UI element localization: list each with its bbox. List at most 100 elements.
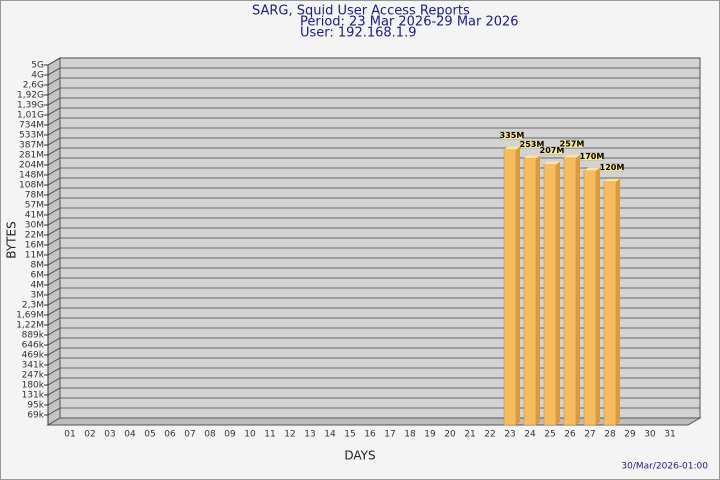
chart-subtitle: Period: 23 Mar 2026-29 Mar 2026 (300, 15, 519, 30)
y-tick-label: 247k (22, 371, 45, 381)
x-tick-label: 04 (124, 430, 136, 440)
x-tick-label: 09 (224, 430, 236, 440)
x-tick-label: 19 (424, 430, 436, 440)
y-tick-label: 2,6G (23, 81, 44, 91)
bar-side (536, 155, 540, 425)
y-tick-label: 8M (31, 261, 45, 271)
y-tick-label: 78M (25, 191, 44, 201)
bar-top (544, 161, 560, 165)
value-label: 170M (580, 152, 605, 161)
y-axis-label: BYTES (5, 221, 19, 258)
user-label: User: 192.168.1.9 (300, 26, 416, 41)
x-tick-label: 15 (344, 430, 355, 440)
grid-line (47, 57, 61, 66)
x-tick-label: 21 (464, 430, 475, 440)
x-axis-label: DAYS (344, 449, 375, 463)
y-tick-label: 734M (19, 121, 44, 131)
y-tick-label: 95k (27, 401, 44, 411)
y-tick-label: 1,69M (16, 311, 44, 321)
grid-line (47, 107, 61, 116)
x-tick-label: 11 (264, 430, 275, 440)
grid-line (47, 167, 61, 176)
bar-side (516, 146, 520, 425)
y-tick-label: 148M (19, 171, 44, 181)
grid-line (47, 247, 61, 256)
value-label-box (600, 163, 624, 172)
y-tick-label: 1,92G (17, 91, 44, 101)
grid-line (47, 387, 61, 396)
grid-line (47, 327, 61, 336)
bar (543, 164, 557, 426)
y-tick-label: 646k (22, 341, 45, 351)
x-tick-label: 22 (484, 430, 495, 440)
value-label: 253M (520, 140, 545, 149)
grid-line (47, 287, 61, 296)
x-tick-label: 24 (524, 430, 536, 440)
value-label-box (580, 152, 604, 161)
grid-line (47, 277, 61, 286)
y-tick-label: 204M (19, 161, 44, 171)
value-label-box (540, 146, 564, 155)
x-tick-label: 17 (384, 430, 395, 440)
x-tick-label: 28 (604, 430, 616, 440)
grid-line (47, 297, 61, 306)
footer: 30/Mar/2026-01:00 (621, 462, 708, 472)
x-tick-label: 30 (644, 430, 656, 440)
bar-side (596, 167, 600, 425)
grid-line (47, 217, 61, 226)
bar-side (616, 178, 620, 425)
grid-line (47, 307, 61, 316)
grid-line (47, 97, 61, 106)
x-tick-label: 26 (564, 430, 576, 440)
y-tick-label: 341k (22, 361, 45, 371)
x-tick-label: 25 (544, 430, 555, 440)
grid-line (47, 197, 61, 206)
y-tick-label: 387M (19, 141, 44, 151)
grid-line (47, 127, 61, 136)
value-label-box (500, 131, 524, 140)
grid-line (47, 87, 61, 96)
y-tick-label: 11M (25, 251, 44, 261)
value-label: 120M (600, 163, 625, 172)
grid-line (47, 397, 61, 406)
x-tick-label: 14 (324, 430, 336, 440)
floor (46, 417, 702, 426)
y-tick-label: 4G (31, 71, 44, 81)
grid-line (47, 377, 61, 386)
x-tick-label: 23 (504, 430, 515, 440)
bar (503, 149, 517, 426)
x-tick-label: 29 (624, 430, 636, 440)
x-tick-label: 27 (584, 430, 595, 440)
grid-line (47, 117, 61, 126)
x-tick-label: 31 (664, 430, 675, 440)
x-tick-label: 01 (64, 430, 75, 440)
bar-top (504, 146, 520, 150)
y-tick-label: 30M (25, 221, 44, 231)
x-tick-label: 02 (84, 430, 95, 440)
x-tick-label: 10 (244, 430, 256, 440)
y-tick-label: 281M (19, 151, 44, 161)
grid-line (47, 77, 61, 86)
grid-line (47, 177, 61, 186)
grid-line (47, 347, 61, 356)
y-tick-label: 533M (19, 131, 44, 141)
bar (583, 170, 597, 426)
bar (523, 158, 537, 426)
bar-top (564, 154, 580, 158)
bar (563, 157, 577, 426)
value-label: 257M (560, 139, 585, 148)
grid-line (47, 67, 61, 76)
y-tick-label: 469k (22, 351, 45, 361)
y-tick-label: 6M (31, 271, 45, 281)
y-tick-label: 4M (31, 281, 45, 291)
chart-title: SARG, Squid User Access Reports (252, 4, 470, 19)
grid-line (47, 267, 61, 276)
grid-line (47, 137, 61, 146)
y-tick-label: 1,01G (17, 111, 44, 121)
bar-top (524, 155, 540, 159)
value-label: 335M (500, 131, 525, 140)
grid-line (47, 357, 61, 366)
x-tick-label: 20 (444, 430, 456, 440)
value-label-box (560, 139, 584, 149)
